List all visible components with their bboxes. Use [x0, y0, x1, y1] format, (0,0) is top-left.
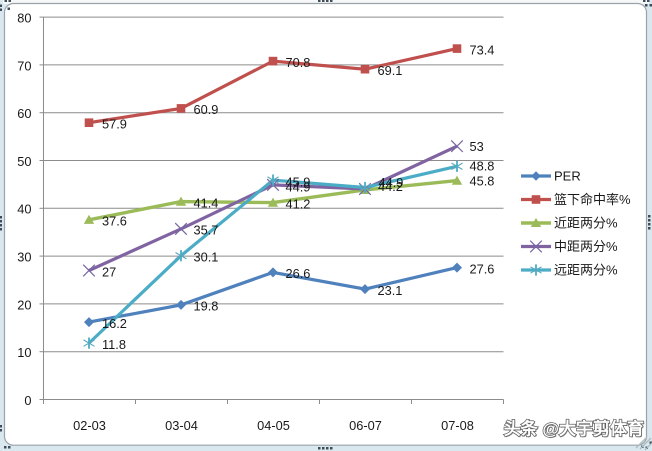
svg-text:44.9: 44.9: [286, 179, 311, 194]
svg-text:60: 60: [17, 106, 31, 121]
svg-text:73.4: 73.4: [470, 42, 495, 57]
svg-text:远距两分%: 远距两分%: [554, 263, 618, 278]
svg-text:26.6: 26.6: [286, 266, 311, 281]
svg-text:80: 80: [17, 11, 31, 26]
svg-text:57.9: 57.9: [102, 117, 127, 132]
svg-text:0: 0: [24, 393, 31, 408]
svg-text:04-05: 04-05: [257, 418, 290, 433]
svg-text:70.8: 70.8: [286, 55, 311, 70]
svg-text:06-07: 06-07: [349, 418, 382, 433]
svg-text:20: 20: [17, 297, 31, 312]
svg-text:40: 40: [17, 202, 31, 217]
svg-text:头条 @大宇剪体育: 头条 @大宇剪体育: [504, 419, 644, 439]
svg-text:69.1: 69.1: [378, 63, 403, 78]
svg-text:头条 @大宇剪体育: 头条 @大宇剪体育: [505, 420, 645, 440]
svg-text:10: 10: [17, 345, 31, 360]
svg-text:30.1: 30.1: [194, 250, 219, 265]
svg-text:48.8: 48.8: [470, 159, 495, 174]
svg-text:53: 53: [470, 139, 484, 154]
svg-text:PER: PER: [554, 169, 581, 184]
svg-text:44.9: 44.9: [379, 175, 404, 190]
svg-text:45.8: 45.8: [470, 174, 495, 189]
svg-text:41.4: 41.4: [194, 195, 219, 210]
svg-text:44.2: 44.2: [378, 179, 403, 194]
svg-text:中距两分%: 中距两分%: [554, 239, 618, 254]
svg-text:41.2: 41.2: [286, 196, 311, 211]
svg-text:30: 30: [17, 250, 31, 265]
svg-text:11.8: 11.8: [102, 337, 126, 352]
svg-text:37.6: 37.6: [102, 214, 127, 229]
svg-text:70: 70: [17, 58, 31, 73]
svg-text:35.7: 35.7: [194, 223, 219, 238]
svg-text:近距两分%: 近距两分%: [554, 216, 618, 231]
svg-text:篮下命中率%: 篮下命中率%: [554, 192, 631, 207]
svg-text:02-03: 02-03: [73, 418, 106, 433]
svg-text:45.9: 45.9: [286, 175, 311, 190]
svg-text:27: 27: [102, 264, 116, 279]
svg-text:03-04: 03-04: [165, 418, 198, 433]
svg-text:60.9: 60.9: [194, 102, 219, 117]
svg-text:50: 50: [17, 154, 31, 169]
svg-text:07-08: 07-08: [441, 418, 474, 433]
svg-text:16.2: 16.2: [102, 316, 127, 331]
svg-text:19.8: 19.8: [194, 299, 219, 314]
svg-text:23.1: 23.1: [378, 283, 403, 298]
svg-text:27.6: 27.6: [470, 261, 495, 276]
